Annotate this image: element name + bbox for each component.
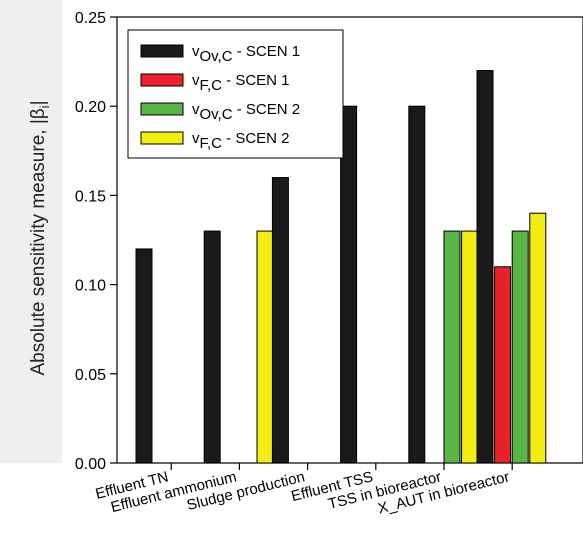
ylabel-background	[0, 0, 62, 463]
y-tick-label: 0.15	[75, 188, 106, 205]
y-tick-label: 0.10	[75, 278, 106, 295]
y-tick-label: 0.00	[75, 456, 106, 473]
legend-swatch	[140, 44, 184, 58]
legend-swatch	[140, 131, 184, 145]
legend: vOv,C - SCEN 1 vF,C - SCEN 1 vOv,C - SCEN …	[127, 29, 344, 159]
bar-5-3	[529, 212, 547, 464]
legend-label: vF,C - SCEN 2	[192, 130, 290, 152]
bar-3-0	[340, 105, 358, 464]
y-axis: 0.00 0.05 0.10 0.15 0.20 0.25	[75, 10, 117, 473]
legend-swatch	[140, 102, 184, 116]
bar-4-0	[408, 105, 426, 464]
bar-series	[135, 70, 547, 464]
bar-1-0	[203, 230, 221, 464]
legend-swatch	[140, 73, 184, 87]
bar-5-1	[494, 266, 512, 464]
legend-label: vOv,C - SCEN 2	[192, 101, 300, 123]
y-tick-label: 0.05	[75, 367, 106, 384]
legend-label: vOv,C - SCEN 1	[192, 43, 300, 65]
y-tick-label: 0.25	[75, 10, 106, 27]
y-tick-label: 0.20	[75, 99, 106, 116]
bar-0-0	[135, 248, 153, 464]
bar-4-2	[443, 230, 461, 464]
bar-5-2	[511, 230, 529, 464]
legend-label: vF,C - SCEN 1	[192, 72, 290, 94]
bar-5-0	[476, 70, 494, 464]
bar-4-3	[461, 230, 479, 464]
y-axis-label: Absolute sensitivity measure, |βi|	[28, 100, 52, 375]
bar-1-3	[256, 230, 274, 464]
bar-2-0	[271, 177, 289, 464]
